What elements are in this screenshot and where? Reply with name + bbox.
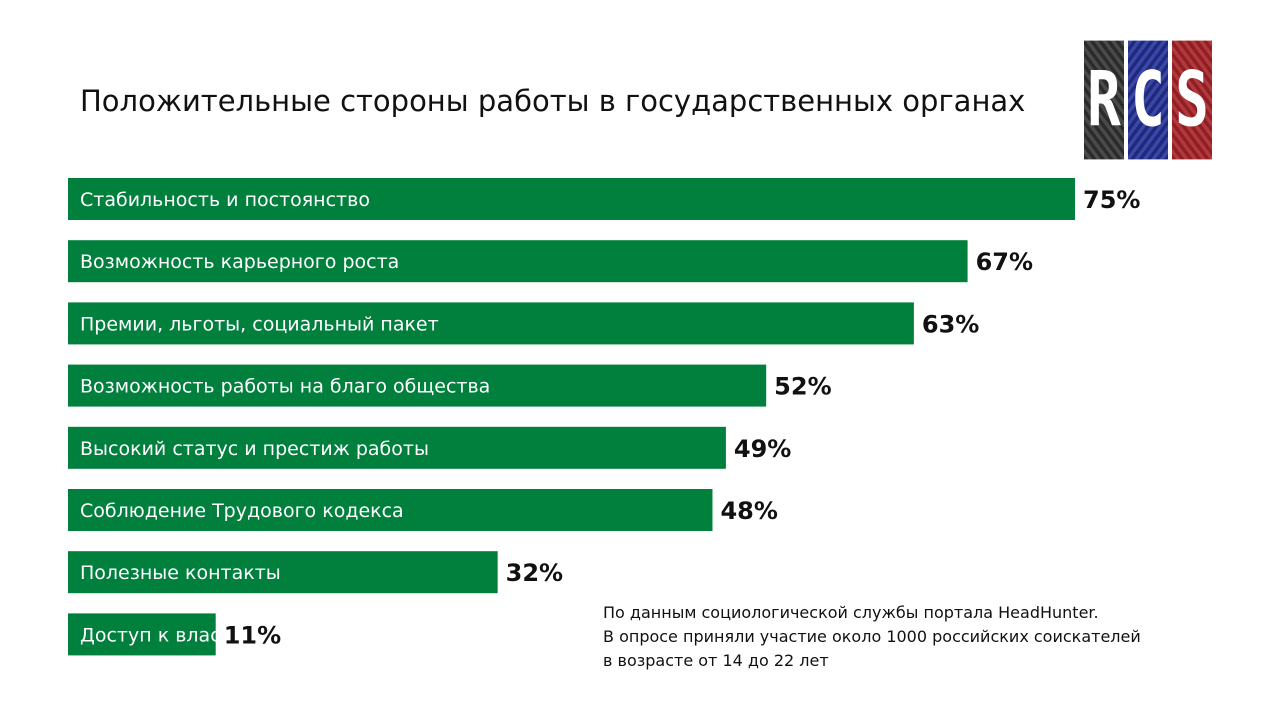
bar-value-label-1: 75% (1083, 186, 1140, 214)
source-note-line-2: В опросе приняли участие около 1000 росс… (603, 627, 1141, 646)
bar-3 (68, 302, 914, 345)
source-note: По данным социологической службы портала… (603, 601, 1141, 673)
bar-5 (68, 426, 726, 469)
bar-8 (68, 613, 216, 656)
bar-4 (68, 364, 767, 407)
logo-letter-r: R (1084, 40, 1124, 160)
bar-value-label-4: 52% (774, 373, 831, 401)
bar-value-label-8: 11% (224, 621, 281, 649)
logo-letter-s: S (1172, 40, 1212, 160)
bar-value-label-3: 63% (922, 310, 979, 338)
rcs-logo: R C S (1084, 40, 1212, 160)
bar-category-label-4: Возможность работы на благо общества (80, 376, 490, 398)
source-note-line-3: в возрасте от 14 до 22 лет (603, 651, 829, 670)
bar-category-label-7: Полезные контакты (80, 562, 281, 584)
bar-value-label-6: 48% (720, 497, 777, 525)
bar-category-label-1: Стабильность и постоянство (80, 189, 370, 211)
bar-7 (68, 551, 498, 594)
source-note-line-1: По данным социологической службы портала… (603, 603, 1099, 622)
logo-letter-c: C (1128, 40, 1168, 160)
bar-value-label-7: 32% (506, 559, 563, 587)
bar-1 (68, 178, 1075, 220)
bar-category-label-8: Доступ к власти (80, 624, 244, 646)
bar-value-label-2: 67% (976, 248, 1033, 276)
bar-category-label-2: Возможность карьерного роста (80, 251, 399, 273)
bar-value-label-5: 49% (734, 435, 791, 463)
bar-category-label-5: Высокий статус и престиж работы (80, 438, 429, 460)
bar-category-label-3: Премии, льготы, социальный пакет (80, 313, 439, 335)
bar-2 (68, 240, 968, 283)
bar-6 (68, 489, 713, 531)
chart-title: Положительные стороны работы в государст… (80, 84, 1026, 118)
bar-category-label-6: Соблюдение Трудового кодекса (80, 500, 404, 522)
